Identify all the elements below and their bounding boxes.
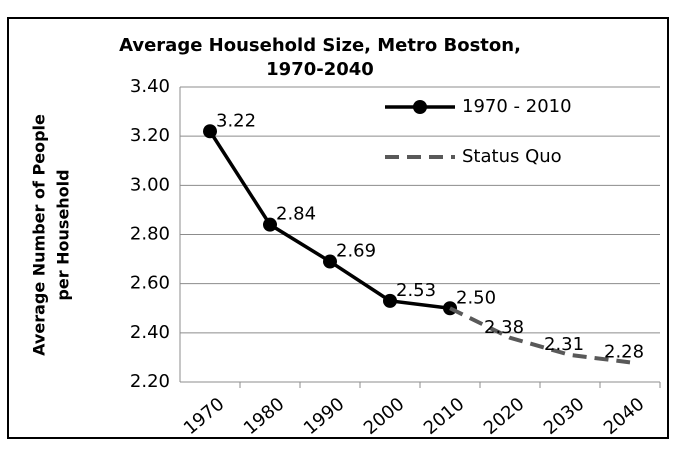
data-label: 2.50	[456, 287, 496, 308]
y-tick-label: 3.00	[130, 174, 170, 195]
data-label: 2.38	[484, 317, 524, 338]
legend-marker	[413, 100, 427, 114]
legend-label: Status Quo	[462, 146, 562, 167]
y-tick-label: 2.20	[130, 371, 170, 392]
chart-title: 1970-2040	[266, 59, 374, 80]
data-label: 2.28	[604, 341, 644, 362]
data-point	[323, 254, 337, 269]
y-axis-label: per Household	[54, 169, 73, 300]
chart-title: Average Household Size, Metro Boston,	[119, 35, 521, 56]
data-point	[263, 217, 277, 232]
data-label: 2.53	[396, 280, 436, 301]
y-tick-label: 3.20	[130, 125, 170, 146]
series-line	[449, 306, 631, 365]
y-tick-label: 2.60	[130, 273, 170, 294]
data-label: 2.84	[276, 204, 316, 225]
data-point	[203, 124, 217, 139]
y-axis-label: Average Number of People	[30, 114, 49, 356]
data-label: 2.69	[336, 241, 376, 262]
data-label: 2.31	[544, 334, 584, 355]
legend-label: 1970 - 2010	[462, 96, 572, 117]
y-tick-label: 2.40	[130, 322, 170, 343]
y-tick-label: 2.80	[130, 224, 170, 245]
y-tick-label: 3.40	[130, 76, 170, 97]
chart-frame	[7, 17, 669, 439]
data-label: 3.22	[216, 110, 256, 131]
data-point	[383, 293, 397, 308]
